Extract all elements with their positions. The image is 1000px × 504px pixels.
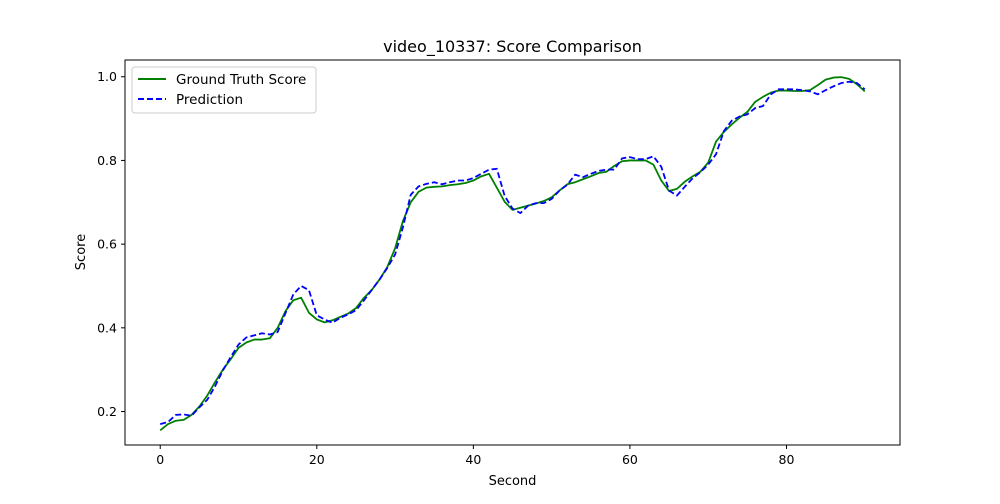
series-line-prediction <box>159 80 866 425</box>
y-tick-label: 0.4 <box>97 320 117 335</box>
legend: Ground Truth Score Prediction <box>131 66 317 114</box>
plot-area-frame <box>124 59 901 446</box>
chart-title: video_10337: Score Comparison <box>383 37 642 57</box>
x-axis-label: Second <box>489 474 537 489</box>
x-tick-label: 40 <box>465 452 481 467</box>
y-tick-label: 0.2 <box>97 404 117 419</box>
series-layer <box>159 76 866 432</box>
legend-label-prediction: Prediction <box>176 92 243 108</box>
x-tick-label: 20 <box>309 452 325 467</box>
y-axis-label: Score <box>74 234 89 270</box>
x-tick-label: 0 <box>156 452 164 467</box>
y-tick-label: 0.8 <box>97 153 117 168</box>
x-axis: 0 20 40 60 80 <box>156 445 794 467</box>
x-tick-label: 80 <box>779 452 795 467</box>
y-tick-label: 1.0 <box>97 69 117 84</box>
legend-label-ground-truth: Ground Truth Score <box>176 72 306 88</box>
legend-box <box>131 66 317 114</box>
series-line-ground-truth-score <box>159 76 866 432</box>
y-tick-label: 0.6 <box>97 237 117 252</box>
y-axis: 0.2 0.4 0.6 0.8 1.0 <box>97 69 125 419</box>
x-tick-label: 60 <box>622 452 638 467</box>
